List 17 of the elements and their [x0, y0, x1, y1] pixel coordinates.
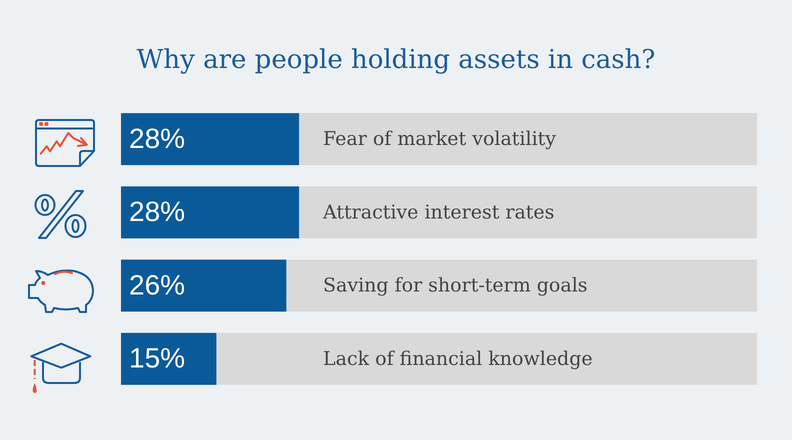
y-tick-label: Saving for short-term goals: [323, 274, 588, 297]
bar: [286, 260, 757, 312]
data-label: 15%: [129, 342, 186, 374]
y-tick-label: Fear of market volatility: [323, 128, 556, 150]
y-tick-label: Attractive interest rates: [322, 201, 554, 224]
chart-title: Why are people holding assets in cash?: [136, 44, 656, 75]
y-tick-label: Lack of financial knowledge: [323, 348, 593, 370]
bar: [299, 113, 757, 166]
bar: [216, 332, 757, 385]
data-label: 28%: [129, 122, 186, 154]
data-label: 26%: [129, 269, 186, 300]
bar: [121, 113, 300, 166]
data-label: 28%: [129, 196, 186, 228]
bar: [299, 186, 757, 238]
bar: [121, 260, 286, 312]
bar: [121, 186, 300, 238]
bar: [121, 332, 216, 385]
